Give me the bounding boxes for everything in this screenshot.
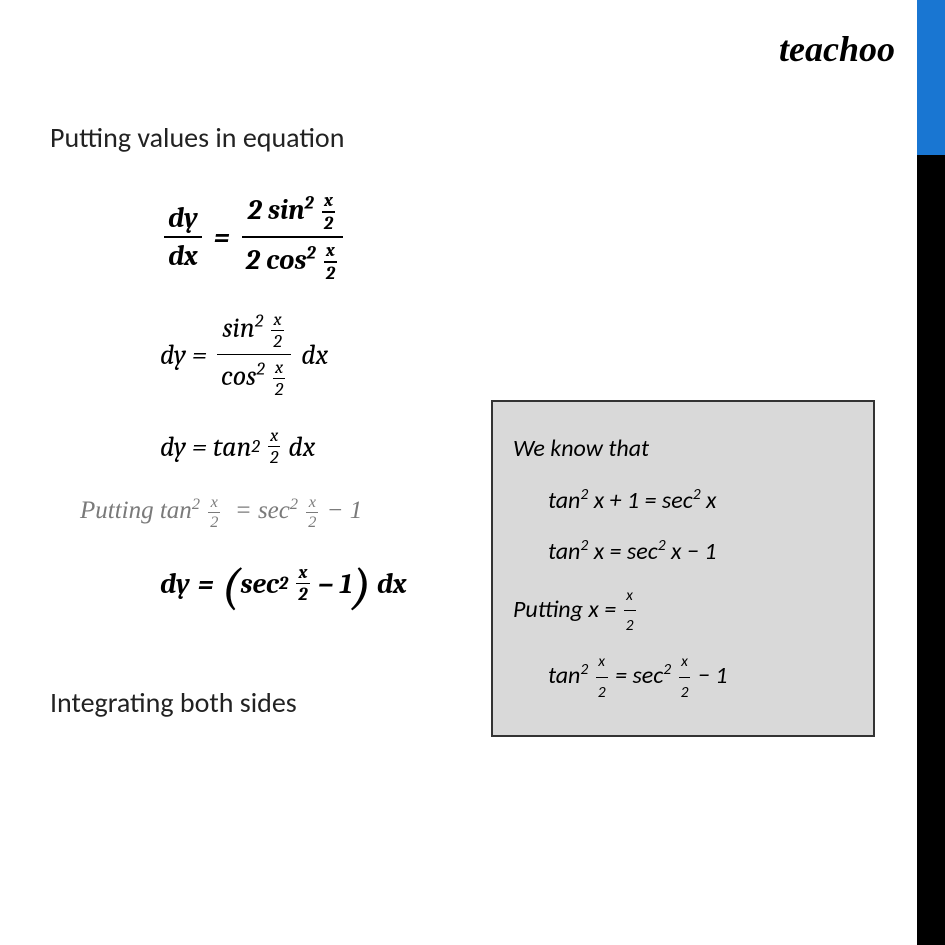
identity-note-box: We know that tan2 x + 1 = sec2 x tan2 x …	[491, 400, 875, 737]
note-line-4: Putting x = x2	[513, 581, 853, 641]
sidebar-accent-blue	[917, 0, 945, 155]
heading-putting-values: Putting values in equation	[50, 120, 895, 155]
sidebar-accent-black	[917, 155, 945, 945]
equation-2: dy = sin2 x2 cos2 x2 dx	[160, 309, 895, 400]
note-line-2: tan2 x + 1 = sec2 x	[513, 478, 853, 524]
note-line-3: tan2 x = sec2 x − 1	[513, 529, 853, 575]
brand-logo: teachoo	[779, 28, 895, 70]
note-line-1: We know that	[513, 426, 853, 472]
note-line-5: tan2 x2 = sec2 x2 − 1	[513, 647, 853, 707]
equation-1: dy dx = 2 sin2 x2 2 cos2 x2	[160, 190, 895, 284]
